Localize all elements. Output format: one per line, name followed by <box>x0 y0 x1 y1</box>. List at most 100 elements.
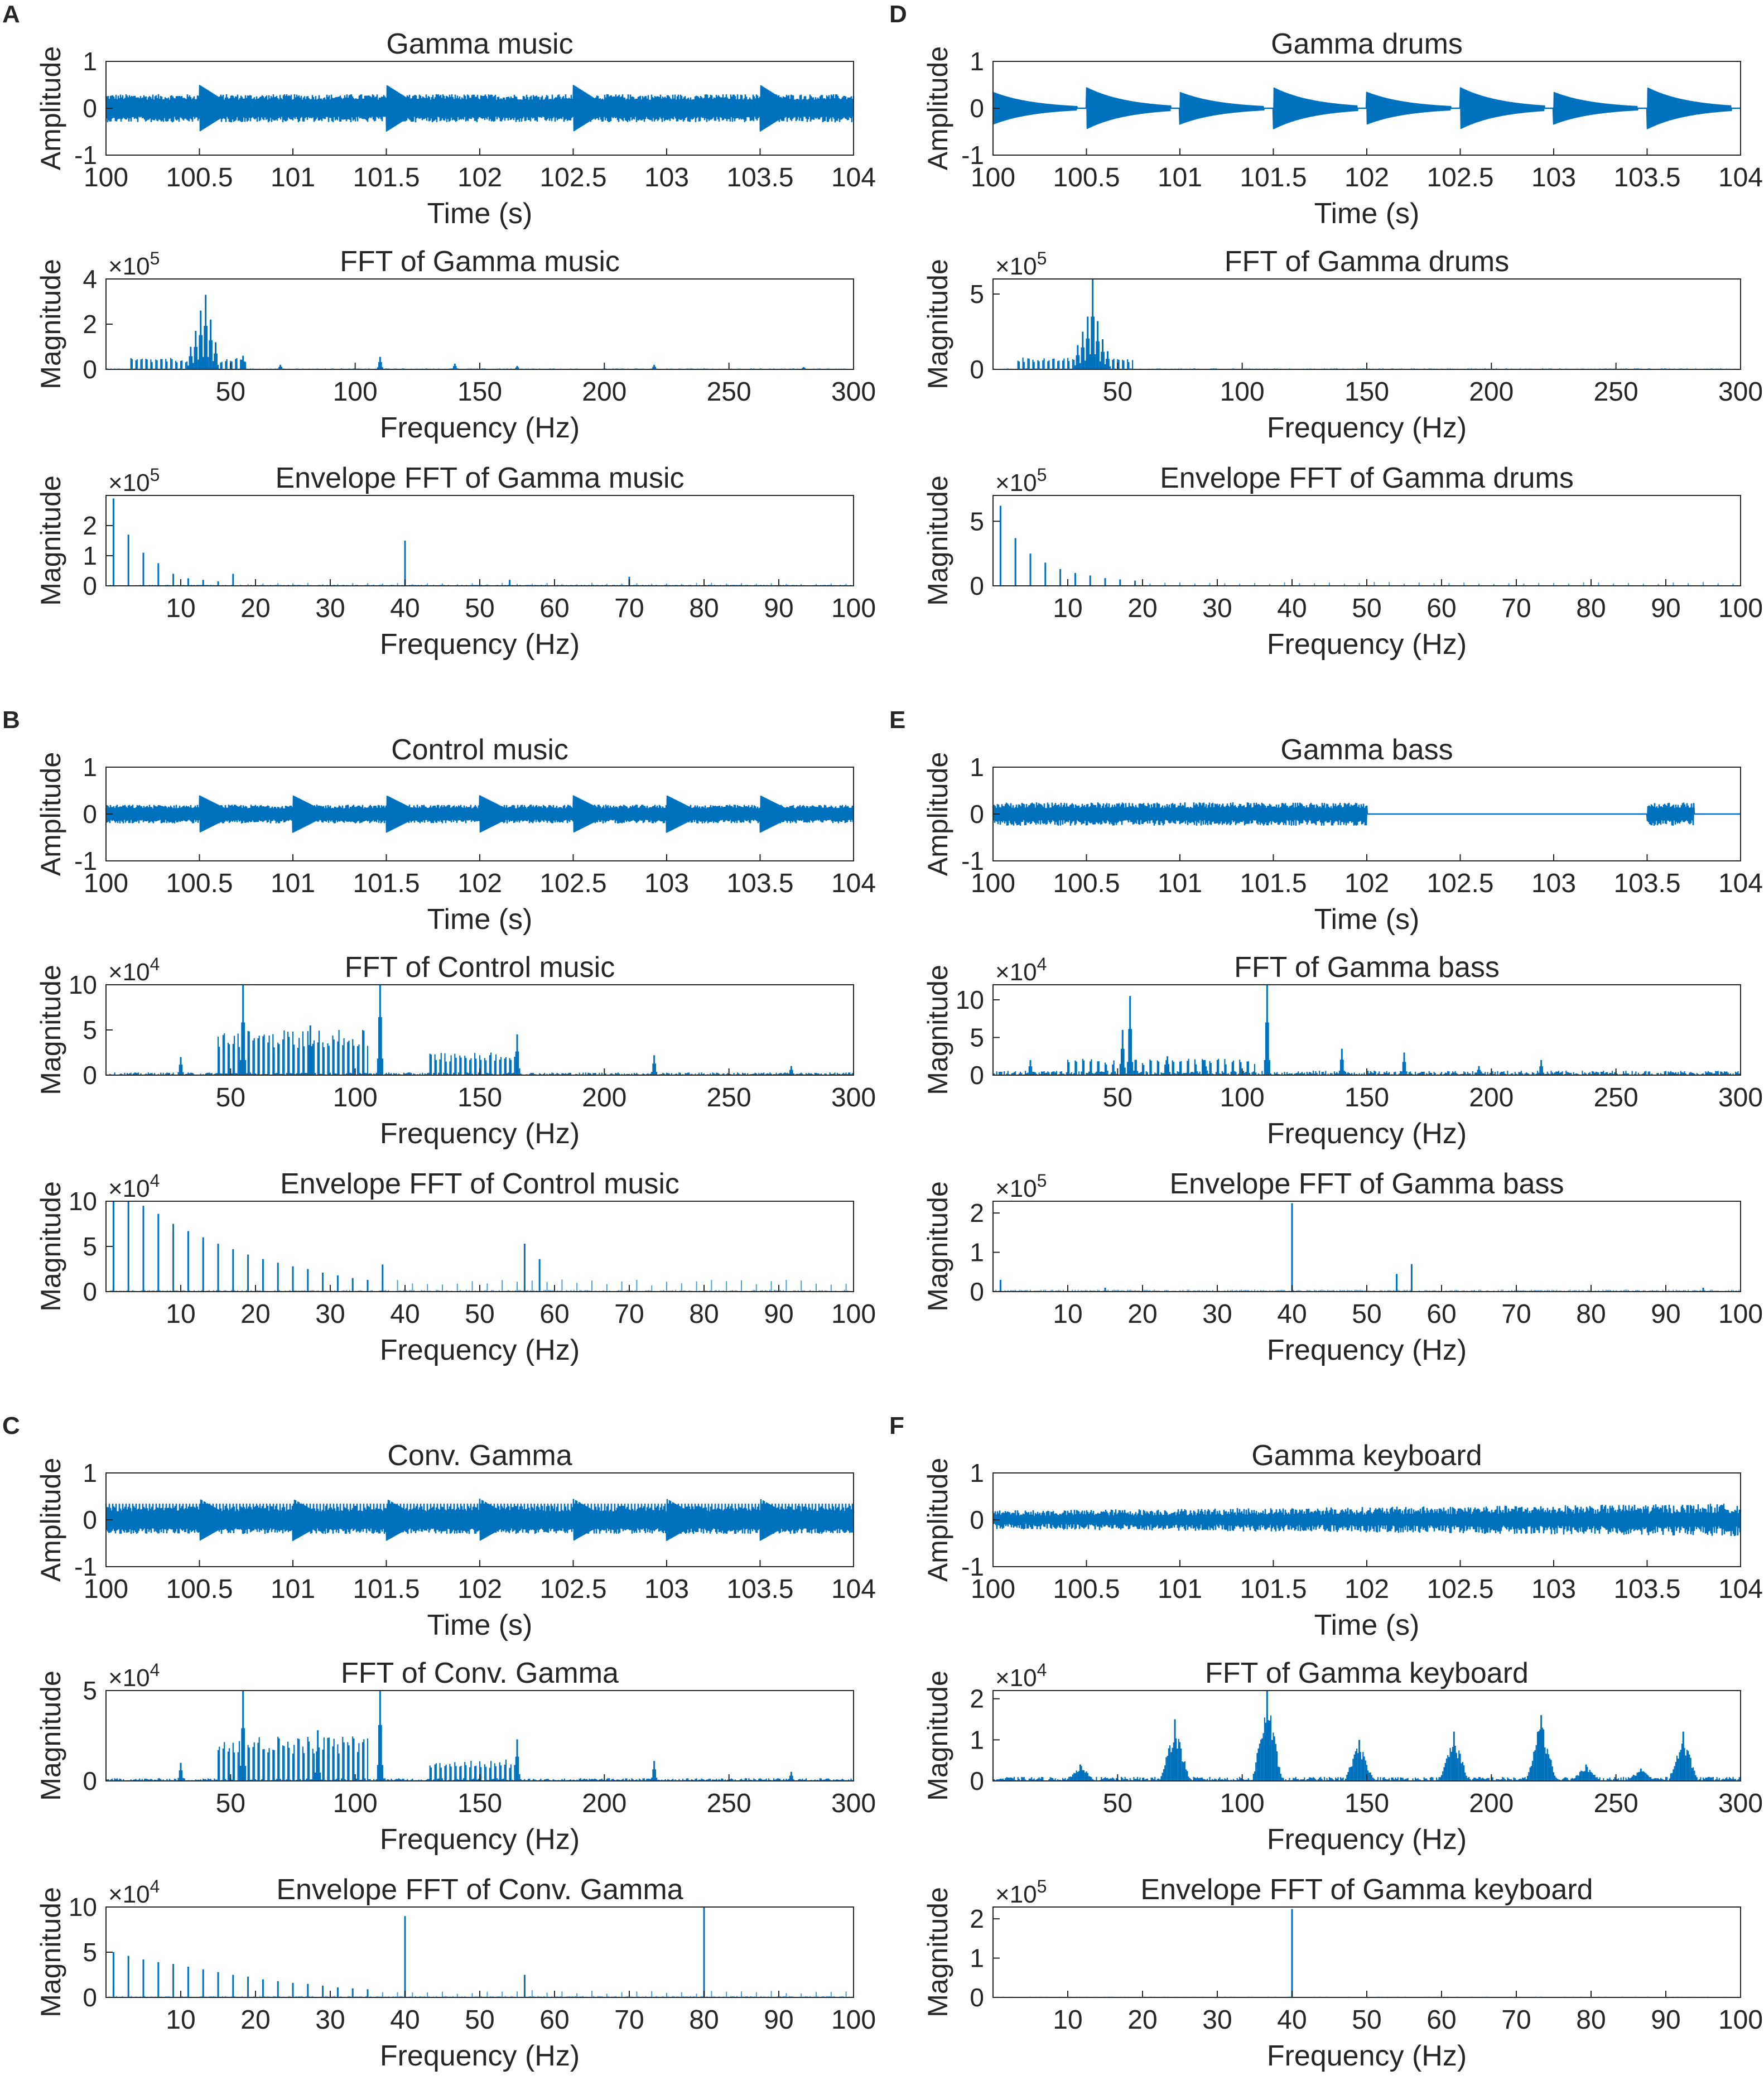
x-axis-label: Time (s) <box>427 198 533 230</box>
x-tick-label: 103.5 <box>726 163 793 192</box>
x-tick-label: 90 <box>1651 1299 1680 1329</box>
x-tick-label: 103 <box>644 163 689 192</box>
plot-title: Envelope FFT of Gamma bass <box>1169 1168 1564 1200</box>
x-tick-label: 40 <box>1277 2005 1307 2035</box>
x-axis-label: Time (s) <box>1314 1609 1420 1641</box>
axis-multiplier: ×105 <box>995 465 1047 497</box>
data-series <box>105 498 854 586</box>
y-tick-label: 0 <box>83 1983 97 2012</box>
x-tick-label: 101 <box>271 1574 315 1604</box>
plot-wave: Conv. Gamma Amplitude 100 100.5 101 101.5 102 1… <box>35 1439 876 1641</box>
plot-title: FFT of Gamma drums <box>1225 245 1509 278</box>
x-tick-label: 10 <box>166 594 195 623</box>
x-axis-label: Frequency (Hz) <box>1267 412 1467 444</box>
y-tick-label: 0 <box>970 1061 984 1090</box>
multiplier-exponent: 4 <box>150 1876 160 1896</box>
y-axis-label: Magnitude <box>922 1670 953 1801</box>
x-tick-label: 80 <box>689 594 719 623</box>
y-tick-label: 2 <box>970 1198 984 1227</box>
panel-letter: D <box>889 1 907 28</box>
x-axis-label: Frequency (Hz) <box>1267 1334 1467 1366</box>
plot-title: FFT of Gamma music <box>340 245 620 278</box>
plot-title: Control music <box>391 734 568 766</box>
plot-title: FFT of Control music <box>345 951 615 984</box>
x-tick-label: 80 <box>1576 1299 1606 1329</box>
x-tick-label: 103.5 <box>1613 1574 1680 1604</box>
x-tick-label: 101.5 <box>1240 1574 1307 1604</box>
x-tick-label: 30 <box>1202 1299 1232 1329</box>
x-tick-label: 50 <box>1103 1789 1132 1818</box>
x-tick-label: 104 <box>1718 1574 1763 1604</box>
data-series <box>992 279 1742 369</box>
panel-letter: A <box>2 1 20 28</box>
x-tick-label: 101.5 <box>353 1574 420 1604</box>
x-tick-label: 90 <box>764 1299 793 1329</box>
y-tick-label: 5 <box>970 1023 984 1052</box>
x-tick-label: 300 <box>831 1789 876 1818</box>
x-tick-label: 50 <box>465 594 494 623</box>
x-tick-label: 80 <box>689 2005 719 2035</box>
multiplier-base: ×10 <box>995 1664 1037 1692</box>
x-tick-label: 103 <box>1531 163 1576 192</box>
x-tick-label: 102.5 <box>1426 869 1493 898</box>
data-series <box>105 295 855 369</box>
y-tick-label: 0 <box>83 1505 97 1534</box>
y-tick-label: 5 <box>83 1015 97 1044</box>
y-tick-label: 2 <box>83 511 97 540</box>
x-tick-label: 300 <box>1718 1083 1763 1113</box>
y-tick-label: 10 <box>69 1893 97 1922</box>
y-axis-label: Amplitude <box>35 1458 66 1582</box>
x-tick-label: 100.5 <box>166 1574 233 1604</box>
y-tick-label: 2 <box>970 1684 984 1713</box>
plot-wave: Gamma drums Amplitude 100 100.5 101 101.5 102 1… <box>922 28 1763 230</box>
x-tick-label: 50 <box>1352 1299 1381 1329</box>
x-tick-label: 80 <box>689 1299 719 1329</box>
x-tick-label: 60 <box>539 594 569 623</box>
y-axis-label: Magnitude <box>35 475 66 606</box>
x-tick-label: 70 <box>614 1299 644 1329</box>
x-tick-label: 80 <box>1576 2005 1606 2035</box>
spectrum-bars <box>105 1691 855 1781</box>
x-tick-label: 103 <box>644 1574 689 1604</box>
plot-env: Envelope FFT of Control music Magnitude ×1… <box>35 1168 876 1366</box>
x-tick-label: 101.5 <box>353 869 420 898</box>
y-tick-label: 0 <box>83 94 97 123</box>
x-tick-label: 10 <box>1053 594 1082 623</box>
y-axis-label: Magnitude <box>922 1887 953 2017</box>
x-tick-label: 50 <box>1103 1083 1132 1113</box>
x-tick-label: 102 <box>457 1574 502 1604</box>
x-tick-label: 150 <box>457 377 502 407</box>
data-series <box>992 802 1741 826</box>
multiplier-base: ×10 <box>995 959 1037 986</box>
axes-box <box>992 1906 1741 1998</box>
multiplier-base: ×10 <box>995 469 1037 497</box>
plot-title: FFT of Conv. Gamma <box>341 1657 619 1689</box>
y-tick-label: -1 <box>74 846 97 875</box>
y-tick-label: 5 <box>83 1938 97 1967</box>
y-tick-label: 0 <box>83 1766 97 1795</box>
data-series <box>105 85 855 132</box>
axes-box <box>992 495 1741 586</box>
x-tick-label: 90 <box>1651 594 1680 623</box>
y-tick-label: 0 <box>83 355 97 384</box>
plot-title: Envelope FFT of Gamma drums <box>1160 462 1574 494</box>
waveform-line <box>992 87 1741 129</box>
x-tick-label: 50 <box>216 1083 245 1113</box>
x-tick-label: 100 <box>84 163 128 192</box>
x-tick-label: 40 <box>1277 1299 1307 1329</box>
data-series <box>105 985 855 1075</box>
x-tick-label: 100 <box>971 1574 1015 1604</box>
x-tick-label: 100 <box>333 377 378 407</box>
x-tick-label: 200 <box>1469 1789 1514 1818</box>
x-tick-label: 101 <box>271 163 315 192</box>
axes-box <box>105 495 854 586</box>
waveform-line <box>105 1499 855 1541</box>
y-tick-label: 5 <box>83 1232 97 1261</box>
x-tick-label: 90 <box>764 2005 793 2035</box>
